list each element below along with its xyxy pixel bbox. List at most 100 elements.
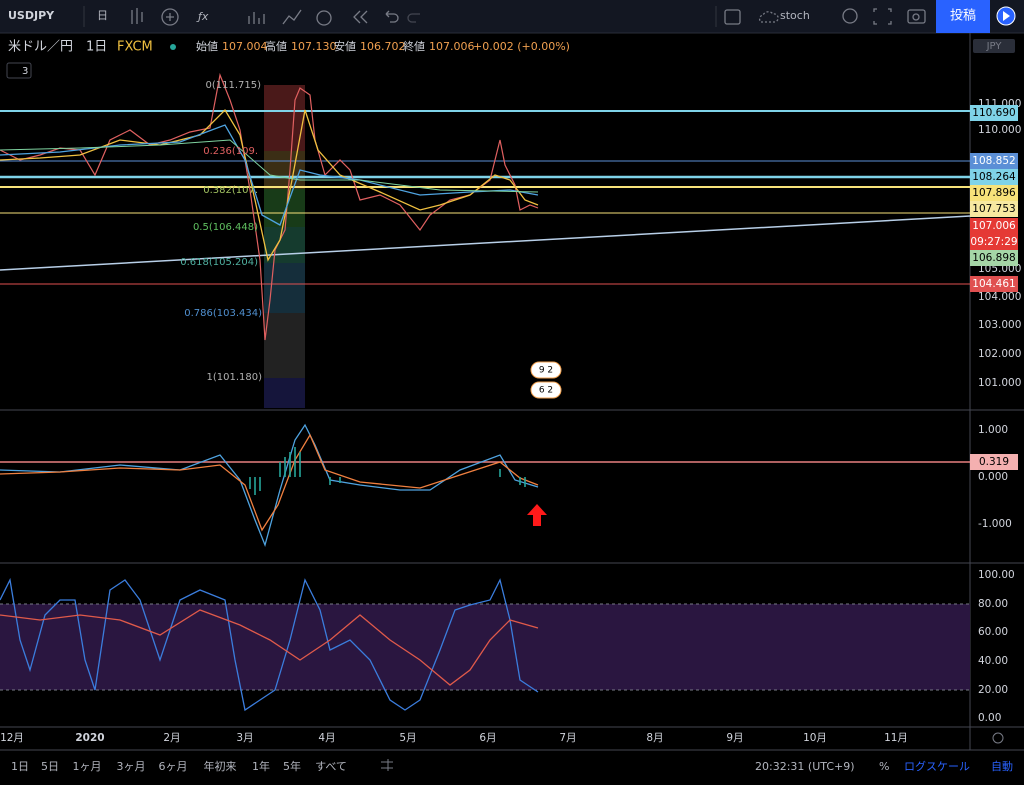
time-tick-label: 8月 — [646, 732, 663, 744]
status-dot — [170, 44, 176, 50]
compare-ranges-icon[interactable] — [381, 759, 393, 771]
price-label: 104.461 — [972, 278, 1015, 290]
shape — [0, 423, 539, 548]
legend-low: 106.702 — [360, 40, 406, 53]
shape — [0, 577, 539, 712]
stoch-tick-label: 80.00 — [978, 598, 1008, 610]
time-tick-label: 9月 — [726, 732, 743, 744]
settings-icon[interactable] — [842, 8, 858, 24]
candle-icon[interactable] — [131, 8, 143, 24]
range-button[interactable]: 1日 — [11, 760, 29, 773]
event-badge-label: 6 2 — [539, 386, 553, 396]
legend-high-label: 高値 — [265, 39, 287, 53]
time-tick-label: 4月 — [318, 732, 335, 744]
undo-icon[interactable] — [385, 10, 399, 23]
legend-open: 107.004 — [222, 40, 268, 53]
price-label-bg — [970, 250, 1018, 266]
percent-toggle[interactable]: % — [879, 760, 889, 773]
price-label-bg — [970, 153, 1018, 169]
price-label-bg — [970, 234, 1018, 250]
time-tick-label: 3月 — [236, 732, 253, 744]
price-label-bg — [970, 185, 1018, 201]
interval-button[interactable]: 日 — [97, 9, 108, 22]
shape — [264, 189, 305, 227]
legend-change: +0.002 (+0.00%) — [473, 40, 570, 53]
snapshot-icon[interactable] — [907, 9, 926, 24]
toolbar-icons: ƒx — [83, 6, 926, 27]
range-button[interactable]: すべて — [315, 760, 347, 773]
shape — [0, 609, 539, 686]
time-tick-label: 10月 — [803, 732, 827, 744]
price-tick-label: 103.000 — [978, 319, 1021, 331]
shape — [264, 85, 305, 151]
stochastic — [0, 577, 970, 712]
redo-icon[interactable] — [407, 13, 420, 23]
publish-button[interactable] — [936, 0, 990, 33]
auto-scale-toggle[interactable]: 自動 — [991, 759, 1013, 773]
time-tick-label: 2月 — [163, 732, 180, 744]
price-tick-label: 101.000 — [978, 377, 1021, 389]
shape — [264, 378, 305, 408]
stoch-tick-label: 100.00 — [978, 569, 1015, 581]
range-button[interactable]: 年初来 — [204, 759, 237, 773]
legend-high: 107.130 — [291, 40, 337, 53]
shape — [166, 13, 174, 21]
price-tick-label: 102.000 — [978, 348, 1021, 360]
stoch-tick-label: 0.00 — [978, 712, 1001, 724]
compare-icon[interactable] — [282, 9, 302, 25]
indicator-name[interactable]: stoch — [780, 9, 810, 22]
axis-settings[interactable] — [992, 732, 1004, 744]
price-label-bg — [970, 201, 1018, 217]
publish-label: 投稿 — [950, 8, 976, 24]
fullscreen-icon[interactable] — [873, 8, 892, 25]
shape — [264, 313, 305, 378]
clock: 20:32:31 (UTC+9) — [755, 760, 855, 773]
price-label-bg — [970, 105, 1018, 121]
log-scale-toggle[interactable]: ログスケール — [904, 759, 970, 773]
price-label: 110.690 — [972, 107, 1015, 119]
add-icon[interactable] — [161, 8, 179, 26]
macd-label: 0.319 — [979, 456, 1009, 468]
legend-open-label: 始値 — [196, 39, 218, 53]
legend-low-label: 安値 — [334, 40, 356, 53]
legend-close: 107.006 — [429, 40, 475, 53]
annotation-arrow — [527, 504, 547, 526]
template-icon[interactable] — [248, 12, 265, 24]
stoch-tick-label: 40.00 — [978, 655, 1008, 667]
macd-tick-label: -1.000 — [978, 518, 1012, 530]
fib-level: 1(101.180) — [206, 372, 262, 383]
event-badge[interactable] — [530, 361, 562, 379]
collapse-button[interactable] — [6, 62, 32, 79]
layout-icon[interactable] — [724, 9, 741, 25]
legend-name: 米ドル／円 — [8, 40, 73, 55]
price-label: 108.264 — [972, 171, 1016, 183]
alert-icon[interactable] — [316, 10, 332, 26]
event-badge[interactable] — [530, 381, 562, 399]
play-icon — [1003, 11, 1010, 21]
shape — [249, 447, 526, 495]
toolbar — [0, 0, 1024, 33]
replay-icon[interactable] — [353, 10, 368, 24]
legend-interval: 1日 — [86, 40, 107, 55]
price-label: 107.006 — [972, 220, 1016, 232]
fib-level: 0.786(103.434) — [184, 308, 262, 319]
fib-level: 0.236(109. — [203, 146, 258, 157]
currency: JPY — [986, 41, 1003, 52]
range-button[interactable]: 6ヶ月 — [159, 760, 188, 773]
stoch-tick-label: 60.00 — [978, 626, 1008, 638]
price-label-bg — [970, 218, 1018, 234]
range-button[interactable]: 1年 — [252, 759, 270, 773]
range-button[interactable]: 1ヶ月 — [73, 760, 102, 773]
cloud-icon[interactable] — [758, 11, 779, 23]
symbol[interactable]: USDJPY — [8, 9, 55, 22]
indicator-icon[interactable]: ƒx — [196, 10, 209, 23]
range-button[interactable]: 5日 — [41, 760, 59, 773]
macd-tick-label: 1.000 — [978, 424, 1008, 436]
range-button[interactable]: 3ヶ月 — [117, 760, 146, 773]
event-badge-label: 9 2 — [539, 366, 553, 376]
shape — [264, 151, 305, 189]
range-button[interactable]: 5年 — [283, 759, 301, 773]
legend-close-label: 終値 — [403, 40, 425, 53]
fib-retracement — [264, 85, 305, 408]
